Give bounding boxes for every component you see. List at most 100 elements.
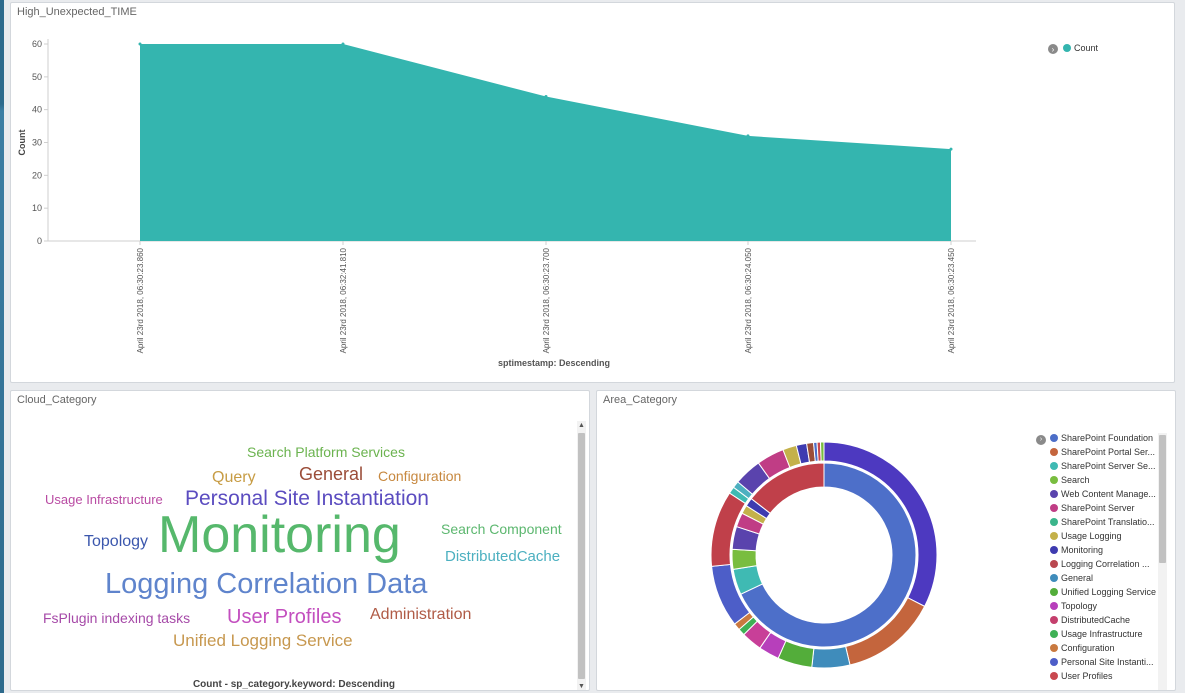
- legend-label: SharePoint Foundation: [1061, 433, 1154, 443]
- y-tick-label: 50: [32, 72, 42, 82]
- scroll-thumb[interactable]: [578, 433, 585, 679]
- legend-item[interactable]: Unified Logging Service: [1050, 585, 1162, 599]
- legend-item[interactable]: Personal Site Instanti...: [1050, 655, 1162, 669]
- donut-inner-slice: [750, 462, 825, 515]
- cloud-word[interactable]: Query: [212, 469, 256, 486]
- legend-item[interactable]: SharePoint Translatio...: [1050, 515, 1162, 529]
- legend-label: Logging Correlation ...: [1061, 559, 1150, 569]
- legend-toggle-icon: [1048, 44, 1058, 54]
- legend-item[interactable]: DistributedCache: [1050, 613, 1162, 627]
- panel-area-category: Area_Category › SharePoint Foundation Sha…: [596, 390, 1176, 691]
- x-tick-label: April 23rd 2018, 06:32:41.810: [339, 247, 348, 353]
- legend-label: Unified Logging Service: [1061, 587, 1157, 597]
- panel-title: Cloud_Category: [17, 394, 97, 406]
- legend-item[interactable]: SharePoint Server Se...: [1050, 459, 1162, 473]
- legend-label: Configuration: [1061, 643, 1115, 653]
- legend-item[interactable]: Web Content Manage...: [1050, 487, 1162, 501]
- legend-item[interactable]: Monitoring: [1050, 543, 1162, 557]
- cloud-word[interactable]: General: [299, 464, 364, 484]
- legend-label: Usage Logging: [1061, 531, 1122, 541]
- legend-item[interactable]: Topology: [1050, 599, 1162, 613]
- y-tick-label: 30: [32, 138, 42, 148]
- panel-cloud-category: Cloud_Category Search Platform Services Q…: [10, 390, 590, 691]
- legend-dot: [1050, 532, 1058, 540]
- area-chart: 0 10 20 30 40 50 60 Count April 23rd 2018, 06:30…: [17, 39, 1099, 368]
- legend-label: Usage Infrastructure: [1061, 629, 1143, 639]
- legend-dot: [1050, 546, 1058, 554]
- donut-outer-slice: [819, 441, 825, 462]
- legend-dot: [1063, 44, 1071, 52]
- legend-label: Personal Site Instanti...: [1061, 657, 1154, 667]
- pie-legend: SharePoint Foundation SharePoint Portal S…: [1050, 431, 1162, 689]
- y-axis-label: Count: [17, 130, 27, 156]
- legend-label: General: [1061, 573, 1094, 583]
- legend-item[interactable]: SharePoint Portal Ser...: [1050, 445, 1162, 459]
- legend-scroll-thumb[interactable]: [1159, 435, 1166, 563]
- scroll-up-icon[interactable]: ▲: [578, 422, 585, 429]
- cloud-scrollbar[interactable]: ▲ ▼: [577, 421, 586, 690]
- y-tick-label: 20: [32, 170, 42, 180]
- data-point: [544, 95, 548, 99]
- x-axis-label: sptimestamp: Descending: [498, 358, 610, 368]
- legend-dot: [1050, 616, 1058, 624]
- legend-dot: [1050, 588, 1058, 596]
- legend-dot: [1050, 574, 1058, 582]
- legend-label: Monitoring: [1061, 545, 1104, 555]
- cloud-word[interactable]: Personal Site Instantiation: [185, 487, 429, 510]
- legend-item[interactable]: SharePoint Server: [1050, 501, 1162, 515]
- cloud-word[interactable]: Search Component: [441, 521, 562, 537]
- cloud-axis-label: Count - sp_category.keyword: Descending: [192, 679, 396, 690]
- x-tick-label: April 23rd 2018, 06:30:24.050: [744, 247, 753, 353]
- cloud-word[interactable]: Administration: [370, 606, 472, 623]
- cloud-word[interactable]: Monitoring: [158, 506, 401, 564]
- legend-item[interactable]: Search: [1050, 473, 1162, 487]
- cloud-word[interactable]: Unified Logging Service: [173, 631, 353, 650]
- legend-label: Search: [1061, 475, 1090, 485]
- cloud-word[interactable]: Logging Correlation Data: [105, 568, 428, 600]
- cloud-word[interactable]: Topology: [84, 533, 149, 550]
- legend-dot: [1050, 504, 1058, 512]
- legend-dot: [1050, 658, 1058, 666]
- legend-dot: [1050, 672, 1058, 680]
- cloud-word[interactable]: User Profiles: [227, 606, 342, 628]
- x-tick-label: April 23rd 2018, 06:30:23.450: [947, 247, 956, 353]
- donut-inner-slice: [740, 462, 917, 648]
- scroll-down-icon[interactable]: ▼: [578, 683, 585, 690]
- legend-item[interactable]: Logging Correlation ...: [1050, 557, 1162, 571]
- legend-item[interactable]: SharePoint Foundation: [1050, 431, 1162, 445]
- y-tick-label: 0: [37, 236, 42, 246]
- legend-label: Topology: [1061, 601, 1098, 611]
- legend-label: Web Content Manage...: [1061, 489, 1156, 499]
- donut-outer-slice: [811, 645, 851, 669]
- cloud-word[interactable]: DistributedCache: [445, 548, 561, 565]
- legend-label: SharePoint Server: [1061, 503, 1135, 513]
- cloud-word[interactable]: Usage Infrastructure: [45, 492, 163, 507]
- legend-label: DistributedCache: [1061, 615, 1131, 625]
- legend-scrollbar[interactable]: [1158, 433, 1167, 690]
- data-point: [949, 147, 953, 151]
- legend-label: SharePoint Translatio...: [1061, 517, 1155, 527]
- x-tick-label: April 23rd 2018, 06:30:23.700: [542, 247, 551, 353]
- legend-item[interactable]: Usage Infrastructure: [1050, 627, 1162, 641]
- panel-title: Area_Category: [603, 394, 677, 406]
- legend-dot: [1050, 602, 1058, 610]
- cloud-word[interactable]: FsPlugin indexing tasks: [43, 610, 191, 626]
- donut-chart: [710, 441, 938, 669]
- legend-label: User Profiles: [1061, 671, 1113, 681]
- legend-dot: [1050, 476, 1058, 484]
- legend-item[interactable]: General: [1050, 571, 1162, 585]
- legend-item[interactable]: Usage Logging: [1050, 529, 1162, 543]
- legend-dot: [1050, 518, 1058, 526]
- legend-label: SharePoint Portal Ser...: [1061, 447, 1156, 457]
- legend-item[interactable]: User Profiles: [1050, 669, 1162, 683]
- legend-dot: [1050, 560, 1058, 568]
- legend-toggle-icon[interactable]: ›: [1036, 435, 1046, 445]
- donut-inner-slice: [731, 548, 758, 570]
- legend-dot: [1050, 448, 1058, 456]
- cloud-word[interactable]: Search Platform Services: [247, 444, 405, 460]
- cloud-word[interactable]: Configuration: [378, 468, 462, 484]
- data-point: [341, 42, 345, 46]
- legend-dot: [1050, 630, 1058, 638]
- y-tick-label: 10: [32, 203, 42, 213]
- legend-item[interactable]: Configuration: [1050, 641, 1162, 655]
